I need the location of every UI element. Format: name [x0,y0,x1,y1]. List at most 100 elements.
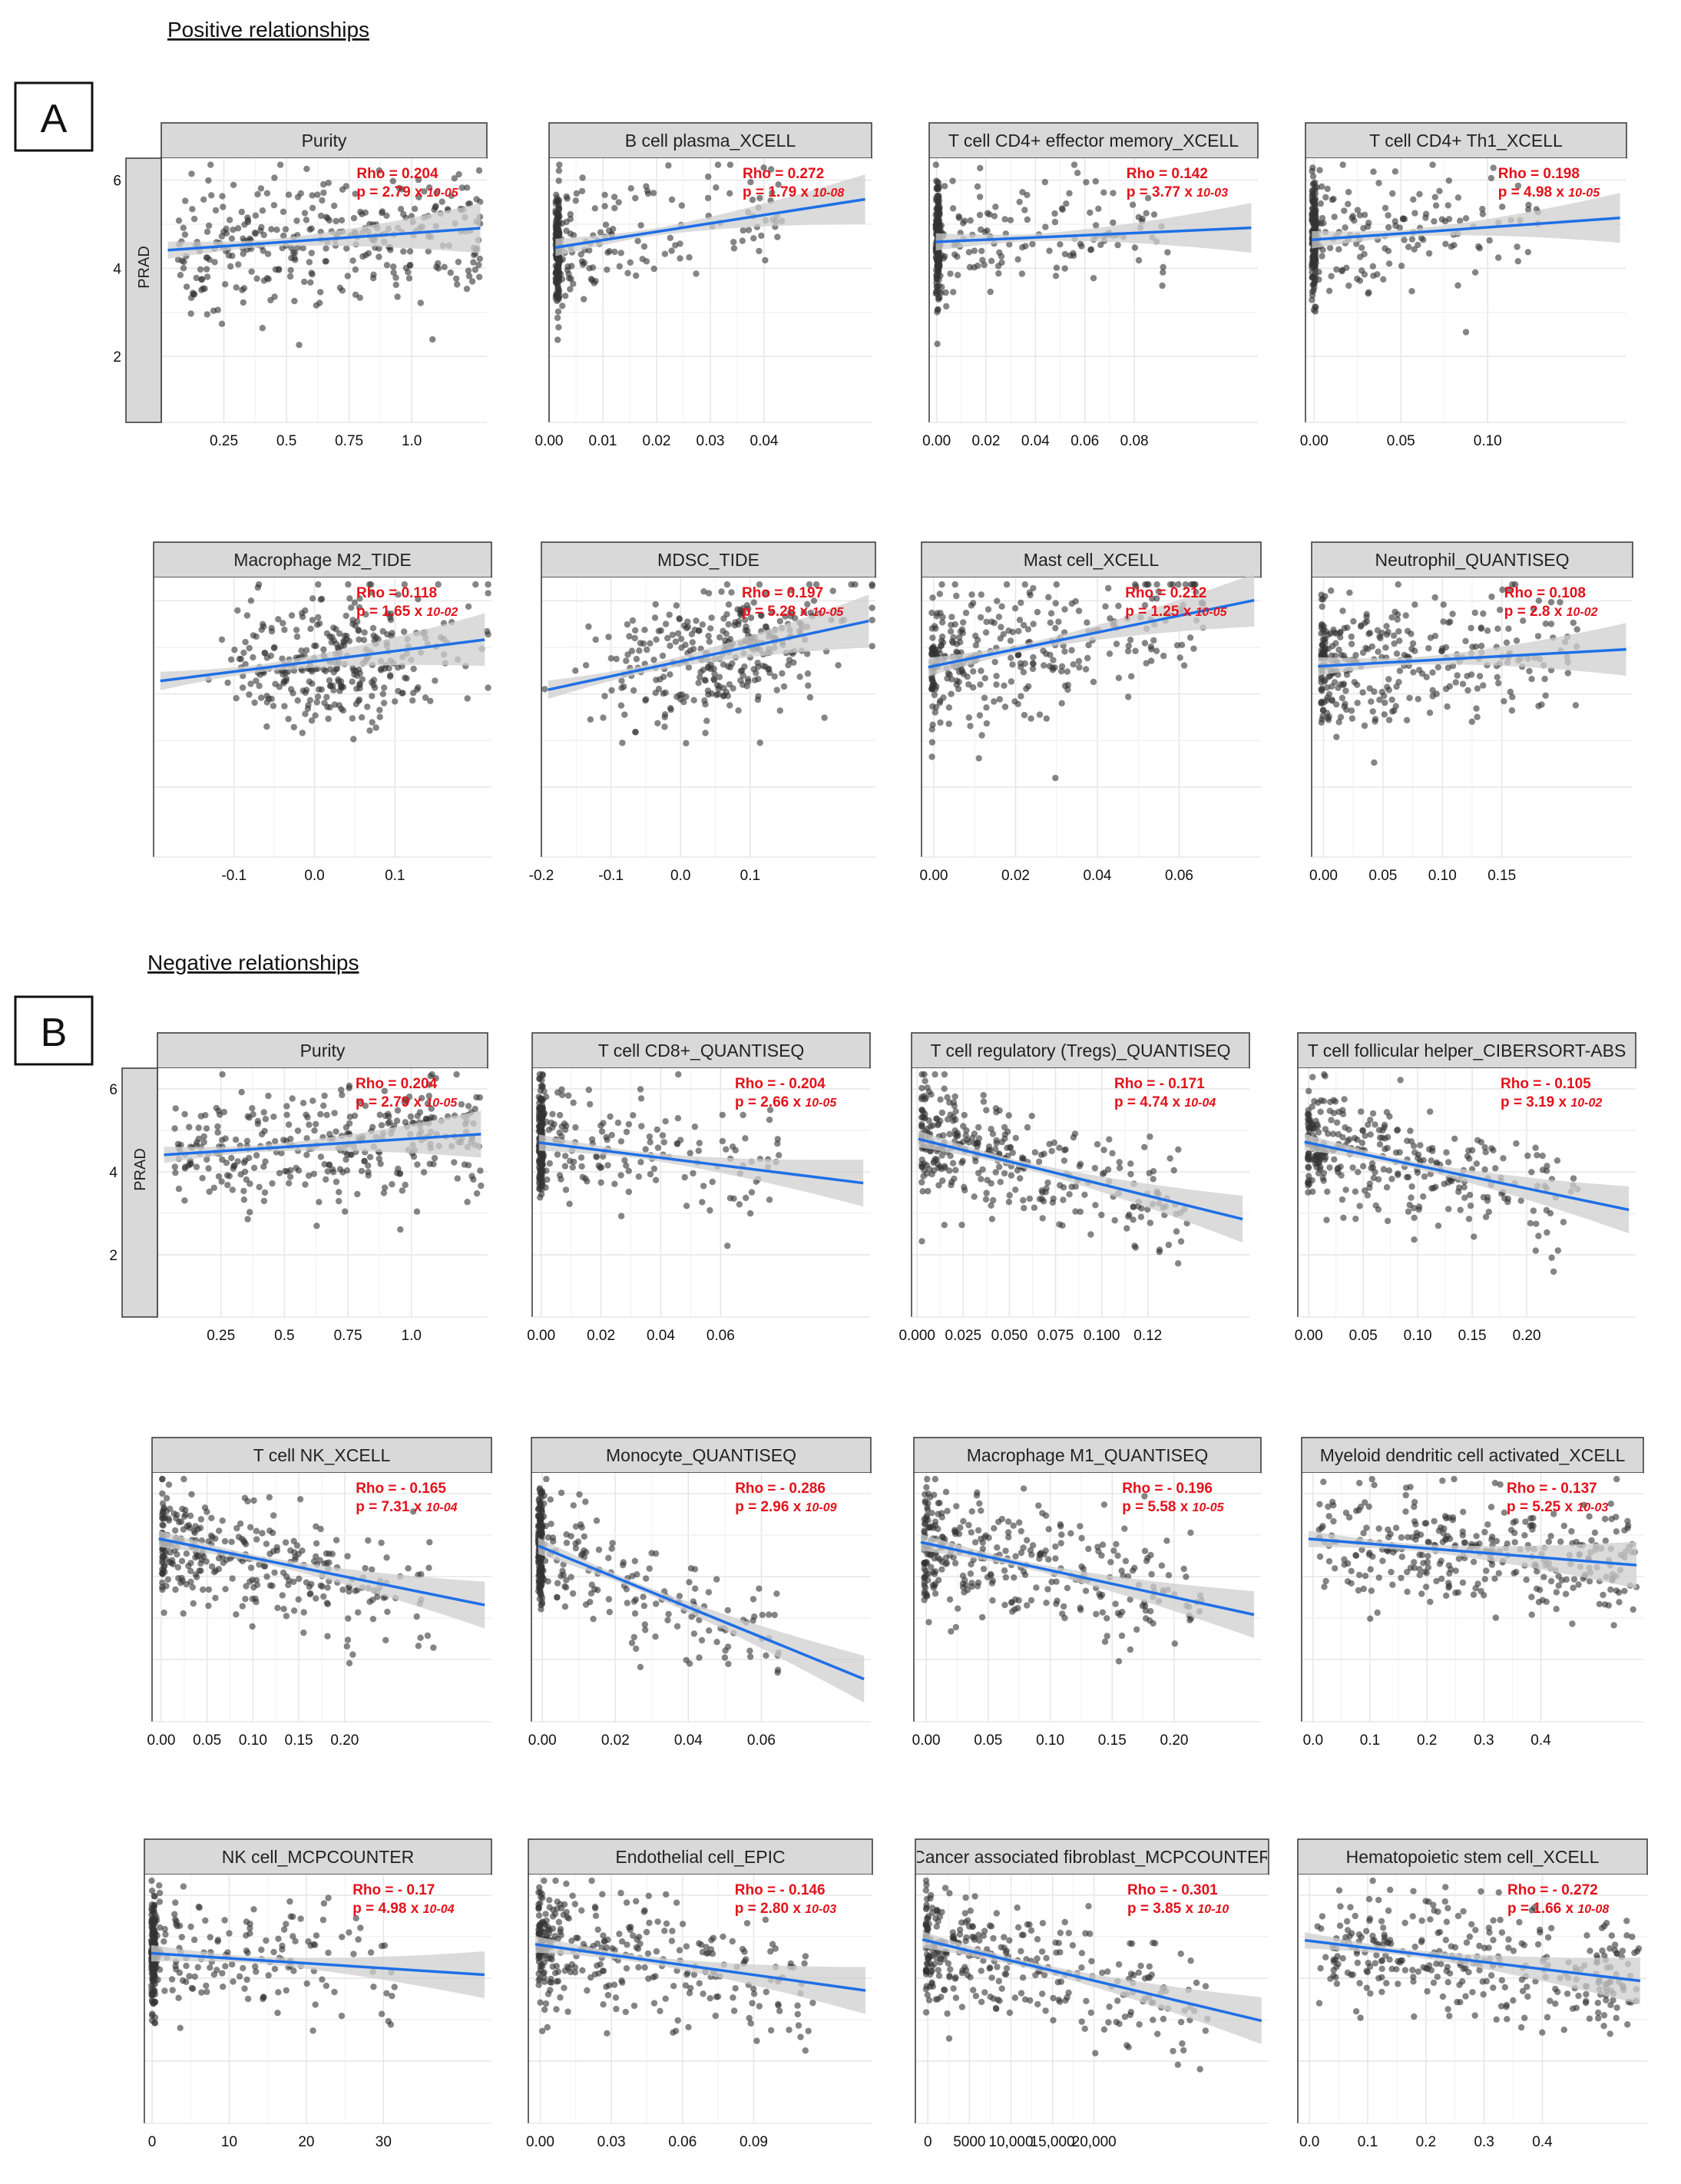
data-point [697,673,703,681]
data-point [967,723,974,730]
data-point [577,1154,585,1161]
facet-title: T cell regulatory (Tregs)_QUANTISEQ [930,1041,1230,1061]
data-point [472,1105,478,1113]
data-point [620,1561,627,1569]
data-point [1328,273,1335,280]
data-point [726,681,733,688]
data-point [354,1190,361,1198]
data-point [1319,713,1326,720]
data-point [1395,581,1401,588]
data-point [180,258,187,266]
data-point [1358,1108,1365,1115]
data-point [1471,1233,1477,1240]
data-point [966,263,974,271]
data-point [1440,601,1448,608]
data-point [372,684,379,691]
data-point [1385,676,1392,683]
data-point [1524,1152,1531,1160]
data-point [1315,1129,1322,1136]
p-value-label: p = 2.66 x 10-05 [735,1094,837,1110]
data-point [936,591,944,597]
data-point [1477,625,1485,632]
data-point [271,174,278,181]
facet-strip [541,541,876,578]
data-point [425,248,432,255]
data-point [747,1653,754,1660]
data-point [720,615,727,622]
data-point [1385,716,1393,723]
data-point [613,655,620,663]
data-point [313,1595,319,1602]
data-point [1532,1247,1540,1254]
data-point [1026,589,1033,596]
data-point [428,1105,435,1112]
data-point [468,278,476,285]
data-point [708,614,715,621]
data-point [278,1150,285,1157]
data-point [593,1517,601,1524]
data-point [1367,1131,1374,1138]
data-point [637,1095,645,1102]
data-point [315,614,322,621]
data-point [333,217,339,225]
data-point [320,666,327,673]
data-point [342,612,349,620]
data-point [1331,1156,1338,1163]
data-point [1385,223,1392,231]
data-point [665,1610,672,1618]
data-point [1348,633,1355,640]
data-point [947,270,954,277]
data-point [1153,647,1160,654]
data-point [624,620,631,628]
data-point [285,1581,292,1589]
data-point [237,1171,244,1178]
data-point [988,1202,994,1209]
data-point [1344,624,1351,631]
data-point [1153,595,1160,602]
data-point [1535,597,1543,604]
data-point [998,253,1005,260]
data-point [554,336,561,343]
data-point [962,609,970,617]
data-point [933,177,940,184]
data-point [226,1173,233,1180]
data-point [427,1073,434,1080]
data-point [1526,667,1533,675]
data-point [1320,623,1328,630]
data-point [257,694,265,701]
facet-title: Purity [300,1041,346,1061]
data-point [276,161,284,168]
data-point [413,686,421,693]
data-point [291,297,298,305]
data-point [188,1491,195,1498]
data-point [291,254,298,262]
x-tick-label: 0.00 [528,1732,557,1749]
data-point [432,203,439,210]
data-point [473,196,480,203]
data-point [177,272,184,279]
data-point [352,700,360,707]
data-point [218,1178,225,1185]
data-point [938,283,945,290]
data-point [262,1158,269,1165]
data-point [1030,620,1037,627]
data-point [293,633,301,640]
data-point [433,189,440,197]
data-point [1051,210,1058,217]
data-point [183,1580,190,1588]
data-point [918,1179,925,1186]
data-point [556,1172,564,1179]
data-point [1327,630,1334,637]
data-point [240,1187,247,1195]
p-value-base: p = 1.25 x [1125,604,1195,620]
data-point [1482,1149,1489,1156]
data-point [1371,759,1378,766]
data-point [1326,1164,1333,1171]
data-point [705,663,712,670]
data-point [348,604,355,611]
data-point [289,1095,296,1102]
data-point [1137,1213,1145,1220]
data-point [1415,1151,1422,1158]
data-point [961,1183,968,1191]
data-point [1345,200,1352,207]
